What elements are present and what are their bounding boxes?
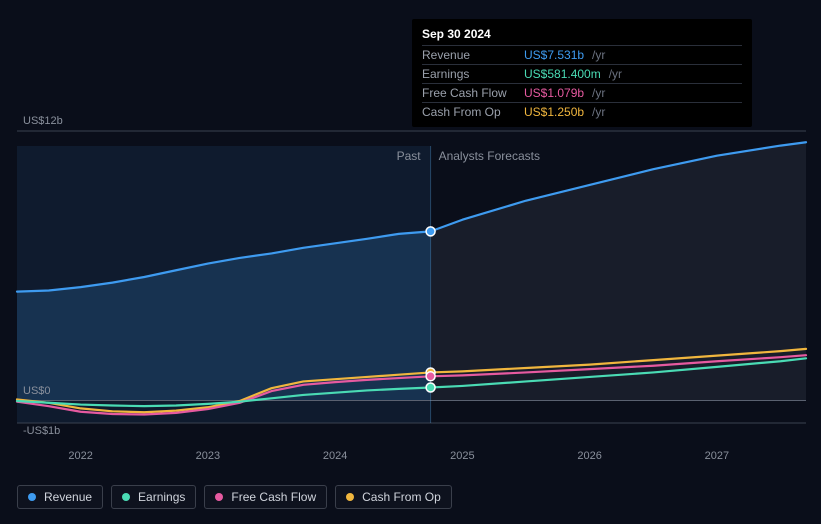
chart-tooltip: Sep 30 2024 Revenue US$7.531b/yr Earnings U… — [412, 19, 752, 127]
tooltip-row-value: US$1.250b — [524, 105, 584, 119]
tooltip-row-unit: /yr — [592, 105, 605, 119]
tooltip-row: Earnings US$581.400m/yr — [422, 64, 742, 83]
legend-swatch — [28, 493, 36, 501]
legend-swatch — [122, 493, 130, 501]
y-axis-label: -US$1b — [23, 425, 60, 437]
tooltip-date: Sep 30 2024 — [422, 25, 742, 45]
legend-label: Free Cash Flow — [231, 490, 316, 504]
x-axis-tick: 2025 — [450, 450, 474, 462]
tooltip-row: Free Cash Flow US$1.079b/yr — [422, 83, 742, 102]
financials-chart: Sep 30 2024 Revenue US$7.531b/yr Earnings U… — [0, 0, 821, 524]
tooltip-row-unit: /yr — [592, 48, 605, 62]
chart-legend: Revenue Earnings Free Cash Flow Cash From O… — [17, 485, 452, 509]
tooltip-row-label: Free Cash Flow — [422, 86, 516, 100]
legend-label: Cash From Op — [362, 490, 441, 504]
tooltip-row-value: US$1.079b — [524, 86, 584, 100]
tooltip-row-value: US$581.400m — [524, 67, 601, 81]
legend-item-earnings[interactable]: Earnings — [111, 485, 196, 509]
legend-swatch — [346, 493, 354, 501]
legend-swatch — [215, 493, 223, 501]
tooltip-row-value: US$7.531b — [524, 48, 584, 62]
y-axis-label: US$0 — [23, 385, 51, 397]
tooltip-row-unit: /yr — [609, 67, 622, 81]
legend-label: Earnings — [138, 490, 185, 504]
x-axis-tick: 2023 — [196, 450, 220, 462]
y-axis-label: US$12b — [23, 115, 63, 127]
x-axis-tick: 2026 — [577, 450, 601, 462]
x-axis-tick: 2027 — [705, 450, 729, 462]
region-label-forecast: Analysts Forecasts — [439, 149, 540, 163]
legend-item-revenue[interactable]: Revenue — [17, 485, 103, 509]
tooltip-row: Revenue US$7.531b/yr — [422, 45, 742, 64]
tooltip-row-label: Earnings — [422, 67, 516, 81]
legend-label: Revenue — [44, 490, 92, 504]
tooltip-row-label: Revenue — [422, 48, 516, 62]
tooltip-row-unit: /yr — [592, 86, 605, 100]
legend-item-cash-from-op[interactable]: Cash From Op — [335, 485, 452, 509]
legend-item-free-cash-flow[interactable]: Free Cash Flow — [204, 485, 327, 509]
tooltip-rows: Revenue US$7.531b/yr Earnings US$581.400m/y… — [422, 45, 742, 121]
tooltip-row-label: Cash From Op — [422, 105, 516, 119]
x-axis-tick: 2024 — [323, 450, 347, 462]
tooltip-row: Cash From Op US$1.250b/yr — [422, 102, 742, 121]
x-axis-tick: 2022 — [68, 450, 92, 462]
region-label-past: Past — [371, 149, 421, 163]
